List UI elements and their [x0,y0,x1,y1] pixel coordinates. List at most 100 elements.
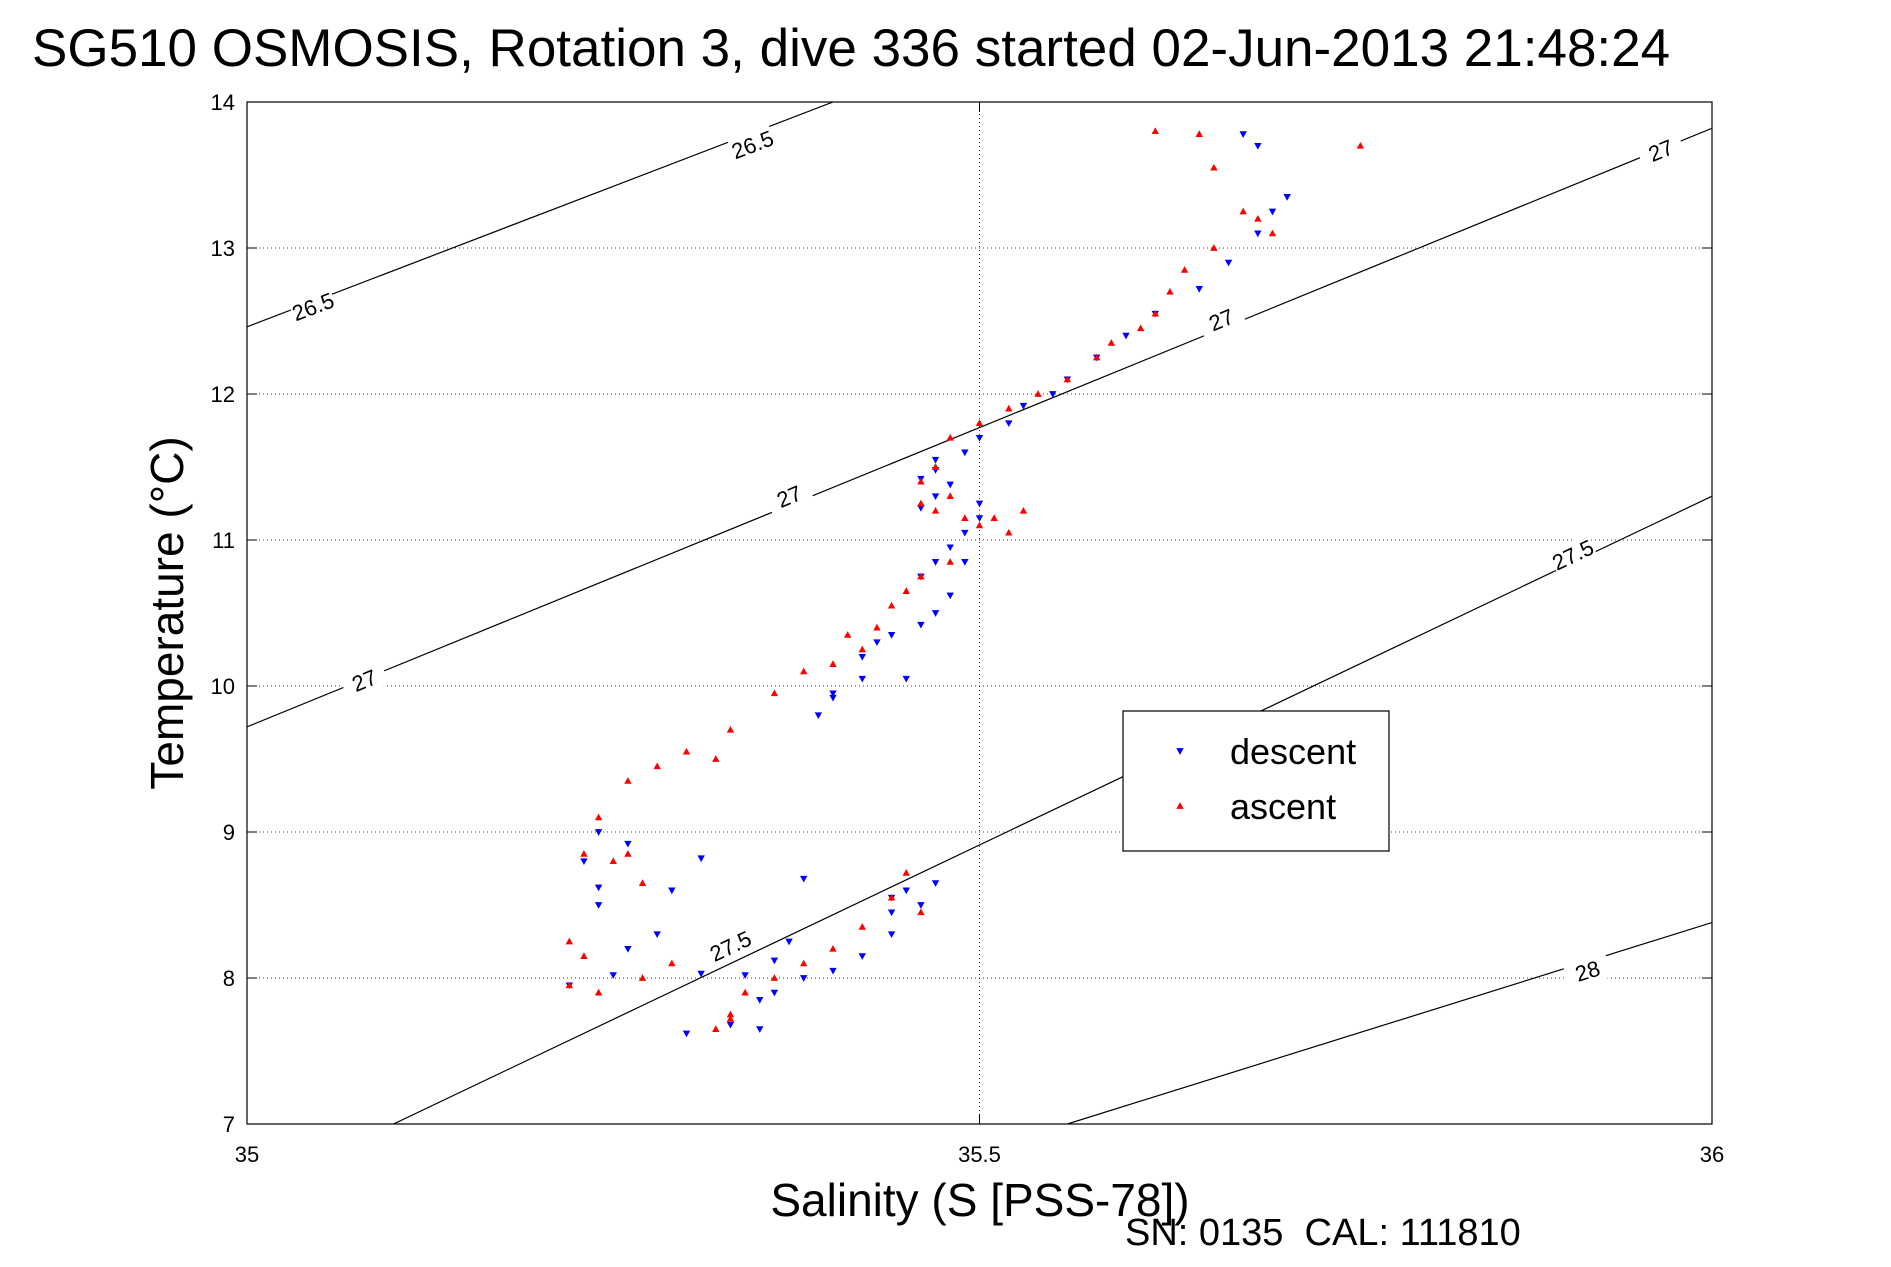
isopycnal-label-text: 26.5 [728,125,777,164]
descent-point [829,694,837,702]
ascent-point [858,645,867,653]
ascent-point [1107,339,1116,346]
descent-point [961,559,969,566]
ascent-point [1151,127,1160,135]
serial-cal-footer: SN: 0135 CAL: 111810 [1125,1212,1521,1254]
ascent-point [917,477,925,485]
ascent-point [931,506,940,514]
ascent-point [946,558,954,565]
descent-point [1049,391,1057,398]
descent-point [594,884,603,892]
ascent-point [946,492,954,500]
descent-point [653,931,661,939]
descent-point [1268,208,1277,216]
ascent-point [917,499,925,507]
ascent-point [799,959,808,967]
isopycnal-label: 27 [1635,129,1687,171]
legend-label-descent: descent [1230,731,1356,772]
legend-box [1122,710,1390,852]
isopycnal-label-bg [287,286,339,327]
ascent-point [609,857,617,865]
y-tick-label: 7 [223,1112,235,1137]
ascent-point [1034,390,1042,397]
descent-point [580,858,588,866]
isopycnal-label: 27 [338,659,390,701]
x-tick-label: 35 [235,1142,259,1167]
x-tick-label: 35.5 [958,1142,1001,1167]
descent-point [756,1026,764,1033]
ascent-point [741,988,749,996]
x-tick-label: 36 [1700,1142,1724,1167]
ascent-point [843,631,852,638]
isopycnal-28 [1067,921,1712,1124]
descent-point [1254,142,1262,150]
ascent-point [1268,229,1277,237]
ascent-point [565,937,574,945]
descent-point [931,456,940,464]
ascent-point [770,689,779,697]
descent-point [624,840,632,848]
descent-point [1019,402,1028,410]
descent-point [946,544,954,552]
descent-point [594,902,603,909]
ascent-point [873,623,881,631]
isopycnal-label-bg [1562,951,1613,990]
ascent-point [902,869,910,876]
ascent-point [887,893,896,901]
ascent-point [917,908,925,916]
legend-marker-descent [1176,748,1184,755]
descent-point [946,481,954,489]
ascent-point [829,944,837,952]
y-tick-label: 11 [212,528,235,553]
ascent-point [1254,214,1262,222]
descent-point [1283,194,1291,201]
descent-point [961,449,969,457]
ascent-point [668,959,676,967]
descent-point [756,997,764,1004]
isopycnal-label: 27 [1195,299,1247,340]
ascent-point [624,777,632,784]
ascent-point [624,850,632,857]
isopycnal-label-bg [727,124,778,165]
descent-point [726,1021,735,1029]
descent-point [799,975,808,982]
y-tick-label: 12 [211,382,235,407]
isopycnal-27.5 [393,495,1712,1124]
isopycnal-label-bg [1635,129,1687,171]
ascent-point [931,463,940,470]
isopycnal-label-bg [338,659,390,701]
descent-point [697,970,705,978]
descent-point [975,434,984,442]
ascent-point [990,514,998,521]
descent-point [917,902,925,909]
isopycnal-label-bg [704,924,756,968]
descent-point [975,515,984,522]
y-tick-label: 14 [211,90,235,115]
descent-point [873,639,881,647]
ascent-point [594,988,603,996]
descent-point [1122,332,1130,340]
ascent-point [682,747,691,755]
ascent-point [1092,353,1101,361]
descent-point [697,855,705,863]
descent-point [829,690,837,698]
descent-point [902,675,910,683]
ascent-point [1195,130,1203,137]
legend: descent ascent [1122,710,1390,852]
descent-point [917,621,925,629]
isopycnal-label-text: 26.5 [289,288,338,327]
isopycnal-27 [247,127,1712,728]
ascent-point [917,572,925,580]
ascent-point [799,667,808,675]
ascent-point [1151,309,1160,317]
descent-point [887,632,896,639]
ascent-point [961,514,969,521]
data-points [565,127,1365,1038]
ascent-point [770,974,779,981]
ascent-point [638,974,647,981]
ascent-point [726,1015,735,1022]
ascent-point [1019,506,1028,514]
y-tick-label: 8 [223,966,235,991]
